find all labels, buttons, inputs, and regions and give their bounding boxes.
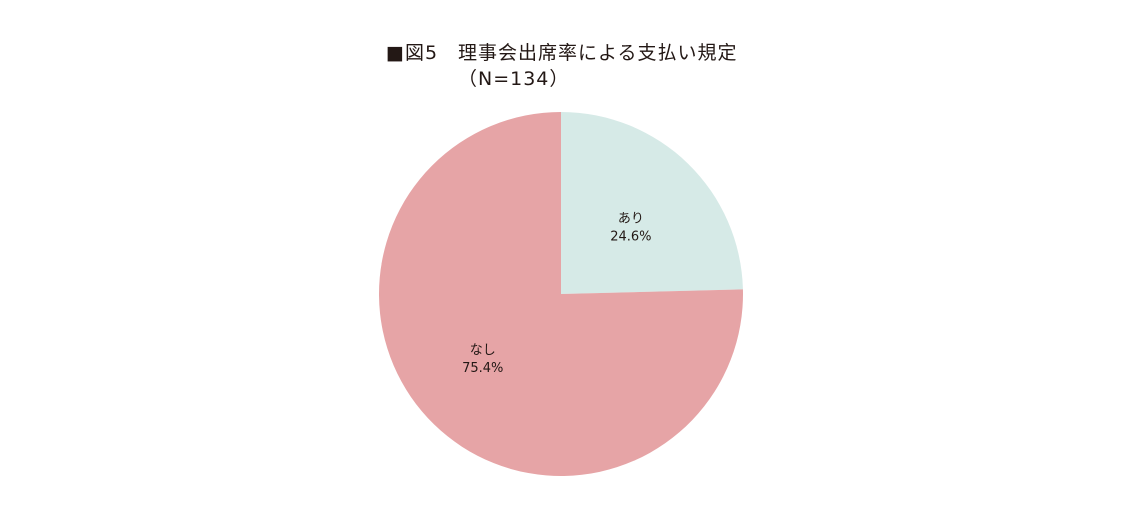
chart-title: ■図5 理事会出席率による支払い規定 <box>386 42 738 64</box>
pie-slice-0 <box>561 112 743 294</box>
slice-value-label: 75.4% <box>462 361 503 376</box>
slice-label: あり <box>618 211 644 226</box>
slice-label: なし <box>470 343 496 358</box>
chart-subtitle: （N=134） <box>458 68 570 90</box>
slice-value-label: 24.6% <box>610 229 651 244</box>
pie-slice-1 <box>378 112 743 476</box>
